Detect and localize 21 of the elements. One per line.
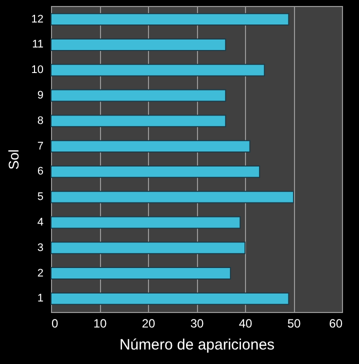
x-tick-label: 10 (93, 316, 107, 330)
y-tick-label: 12 (31, 13, 44, 26)
y-tick-label: 6 (37, 166, 44, 178)
y-tick-label: 5 (37, 191, 44, 204)
y-tick-label: 7 (37, 140, 44, 152)
x-tick-label: 40 (238, 316, 252, 330)
x-tick-label: 50 (287, 316, 301, 330)
y-tick-label: 9 (37, 90, 44, 102)
y-tick-label: 3 (37, 242, 44, 254)
y-tick-label: 11 (32, 38, 44, 51)
x-axis-title: Número de apariciones (119, 336, 275, 354)
y-tick-label: 1 (37, 292, 44, 305)
x-tick-label: 0 (52, 316, 58, 330)
y-tick-label: 8 (37, 114, 44, 127)
x-tick-label: 20 (142, 316, 156, 330)
y-tick-label: 2 (37, 267, 44, 280)
y-tick-label: 10 (31, 64, 44, 76)
y-tick-label: 4 (37, 216, 44, 228)
y-axis-title: Sol (5, 149, 22, 170)
x-tick-label: 30 (190, 316, 204, 330)
x-tick-label: 60 (329, 316, 343, 330)
